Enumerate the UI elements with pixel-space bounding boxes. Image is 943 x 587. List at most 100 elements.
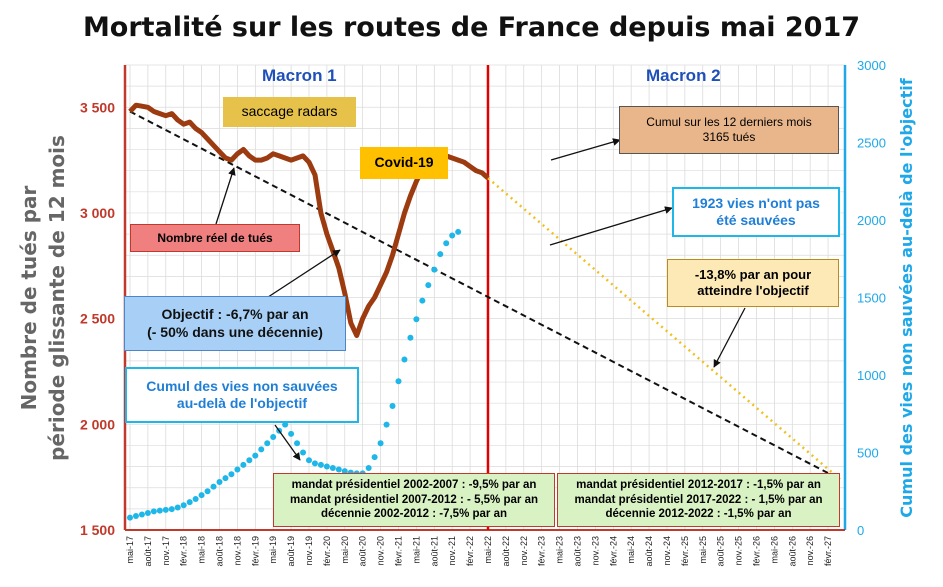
x-tick-label: août-23: [572, 536, 582, 567]
x-tick-label: mai-20: [340, 536, 350, 564]
cumul-point: [168, 506, 175, 513]
x-tick-label: févr.-27: [823, 536, 833, 566]
cumul-point: [282, 421, 289, 428]
cumul-point: [323, 463, 330, 470]
cumul-point: [455, 228, 462, 235]
macron1-label: Macron 1: [262, 66, 337, 85]
cumul-point: [311, 460, 318, 467]
x-tick-label: févr.-24: [608, 536, 618, 566]
cumul-point: [437, 251, 444, 258]
cumul-point: [449, 232, 456, 239]
x-tick-label: mai-17: [125, 536, 135, 564]
taux-13-8-box: -13,8% par an pour atteindre l'objectif: [667, 259, 839, 307]
axis-labels: 1 500 2 000 2 500 3 000 3 500 0 500 1000 1500 200…: [17, 58, 916, 567]
cumul-point: [228, 471, 235, 478]
cumul-point: [246, 457, 253, 464]
macron2-label: Macron 2: [646, 66, 721, 85]
cumul-point: [156, 507, 163, 514]
cumul-point: [138, 511, 145, 518]
annotation-arrow: [549, 206, 673, 246]
mandats-2002-2012-box: mandat présidentiel 2002-2007 : -9,5% pa…: [273, 473, 555, 527]
cumul-point: [335, 466, 342, 473]
cumul-point: [210, 483, 217, 490]
cumul-point: [144, 509, 151, 516]
saccage-radars-box: saccage radars: [223, 97, 356, 127]
cumul-point: [204, 488, 211, 495]
mandats-2012-2022-box: mandat présidentiel 2012-2017 : -1,5% pa…: [557, 473, 840, 527]
x-tick-label: août-18: [214, 536, 224, 567]
x-tick-label: nov.-23: [590, 536, 600, 565]
objectif-box: Objectif : -6,7% par an (- 50% dans une d…: [124, 296, 346, 351]
objective-line: [129, 110, 841, 481]
cumul-point: [395, 378, 402, 385]
cumul-point: [341, 468, 348, 475]
annotation-arrow: [274, 424, 301, 461]
y-axis-title-line1: Nombre de tués par: [17, 185, 41, 410]
x-tick-label: août-24: [644, 536, 654, 567]
chart-title: Mortalité sur les routes de France depui…: [82, 12, 861, 43]
x-tick-label: févr.-26: [751, 536, 761, 566]
x-tick-label: mai-26: [769, 536, 779, 564]
x-tick-label: mai-19: [268, 536, 278, 564]
x-tick-label: août-19: [286, 536, 296, 567]
cumul-point: [127, 514, 133, 521]
x-tick-label: févr.-23: [537, 536, 547, 566]
cumul-point: [389, 403, 396, 409]
cumul-point: [192, 496, 199, 502]
y2-tick-label: 0: [857, 523, 864, 538]
x-tick-label: août-26: [787, 536, 797, 567]
y-tick-label: 2 000: [80, 416, 115, 432]
y2-tick-label: 500: [857, 446, 879, 461]
cumul-point: [132, 513, 139, 520]
annotation-arrow: [550, 138, 621, 161]
x-tick-label: nov.-26: [805, 536, 815, 565]
cumul-point: [174, 504, 181, 511]
x-tick-label: août-21: [429, 536, 439, 567]
x-tick-label: mai-22: [483, 536, 493, 564]
x-tick-label: nov.-18: [232, 536, 242, 565]
cumul-point: [294, 440, 301, 447]
cumul-point: [383, 421, 390, 428]
annotation-arrow: [261, 249, 341, 302]
x-tick-label: août-17: [143, 536, 153, 567]
cumul-point: [419, 297, 426, 304]
y2-axis-title: Cumul des vies non sauvées au-delà de l'…: [897, 77, 916, 517]
vies-non-sauvees-box: 1923 vies n'ont pas été sauvées: [672, 187, 840, 237]
cumul-point: [377, 440, 384, 447]
annotation-arrow: [713, 307, 746, 368]
cumul-point: [222, 475, 229, 482]
cumul-point: [443, 240, 450, 247]
cumul-point: [365, 465, 372, 471]
cumul-point: [407, 334, 414, 341]
x-tick-label: mai-21: [411, 536, 421, 564]
cumul-point: [413, 316, 420, 323]
y-tick-label: 3 500: [80, 99, 115, 115]
x-tick-label: févr.-19: [250, 536, 260, 566]
cumul-point: [425, 282, 432, 289]
x-tick-label: mai-23: [555, 536, 565, 564]
y2-tick-label: 1000: [857, 368, 886, 383]
x-tick-label: nov.-24: [662, 536, 672, 565]
cumul-point: [186, 499, 193, 506]
cumul-point: [401, 356, 408, 363]
x-tick-label: mai-24: [626, 536, 636, 564]
y2-tick-label: 1500: [857, 291, 886, 306]
x-tick-label: nov.-20: [376, 536, 386, 565]
cumul-point: [270, 434, 277, 440]
x-tick-label: août-22: [501, 536, 511, 567]
y-tick-label: 3 000: [80, 205, 115, 221]
cumul-point: [371, 454, 378, 461]
cumul-point: [258, 446, 265, 453]
x-tick-label: févr.-22: [465, 536, 475, 566]
x-tick-label: nov.-17: [161, 536, 171, 565]
covid-box: Covid-19: [360, 147, 448, 179]
cumul-point: [305, 457, 312, 464]
nombre-reel-box: Nombre réel de tués: [130, 224, 300, 252]
x-tick-label: nov.-25: [734, 536, 744, 565]
cumul-vies-box: Cumul des vies non sauvées au-delà de l'o…: [125, 367, 359, 423]
x-tick-label: nov.-21: [447, 536, 457, 565]
cumul-point: [329, 465, 336, 471]
x-tick-label: févr.-18: [179, 536, 189, 566]
x-tick-label: mai-25: [698, 536, 708, 564]
cumul-point: [162, 506, 169, 513]
